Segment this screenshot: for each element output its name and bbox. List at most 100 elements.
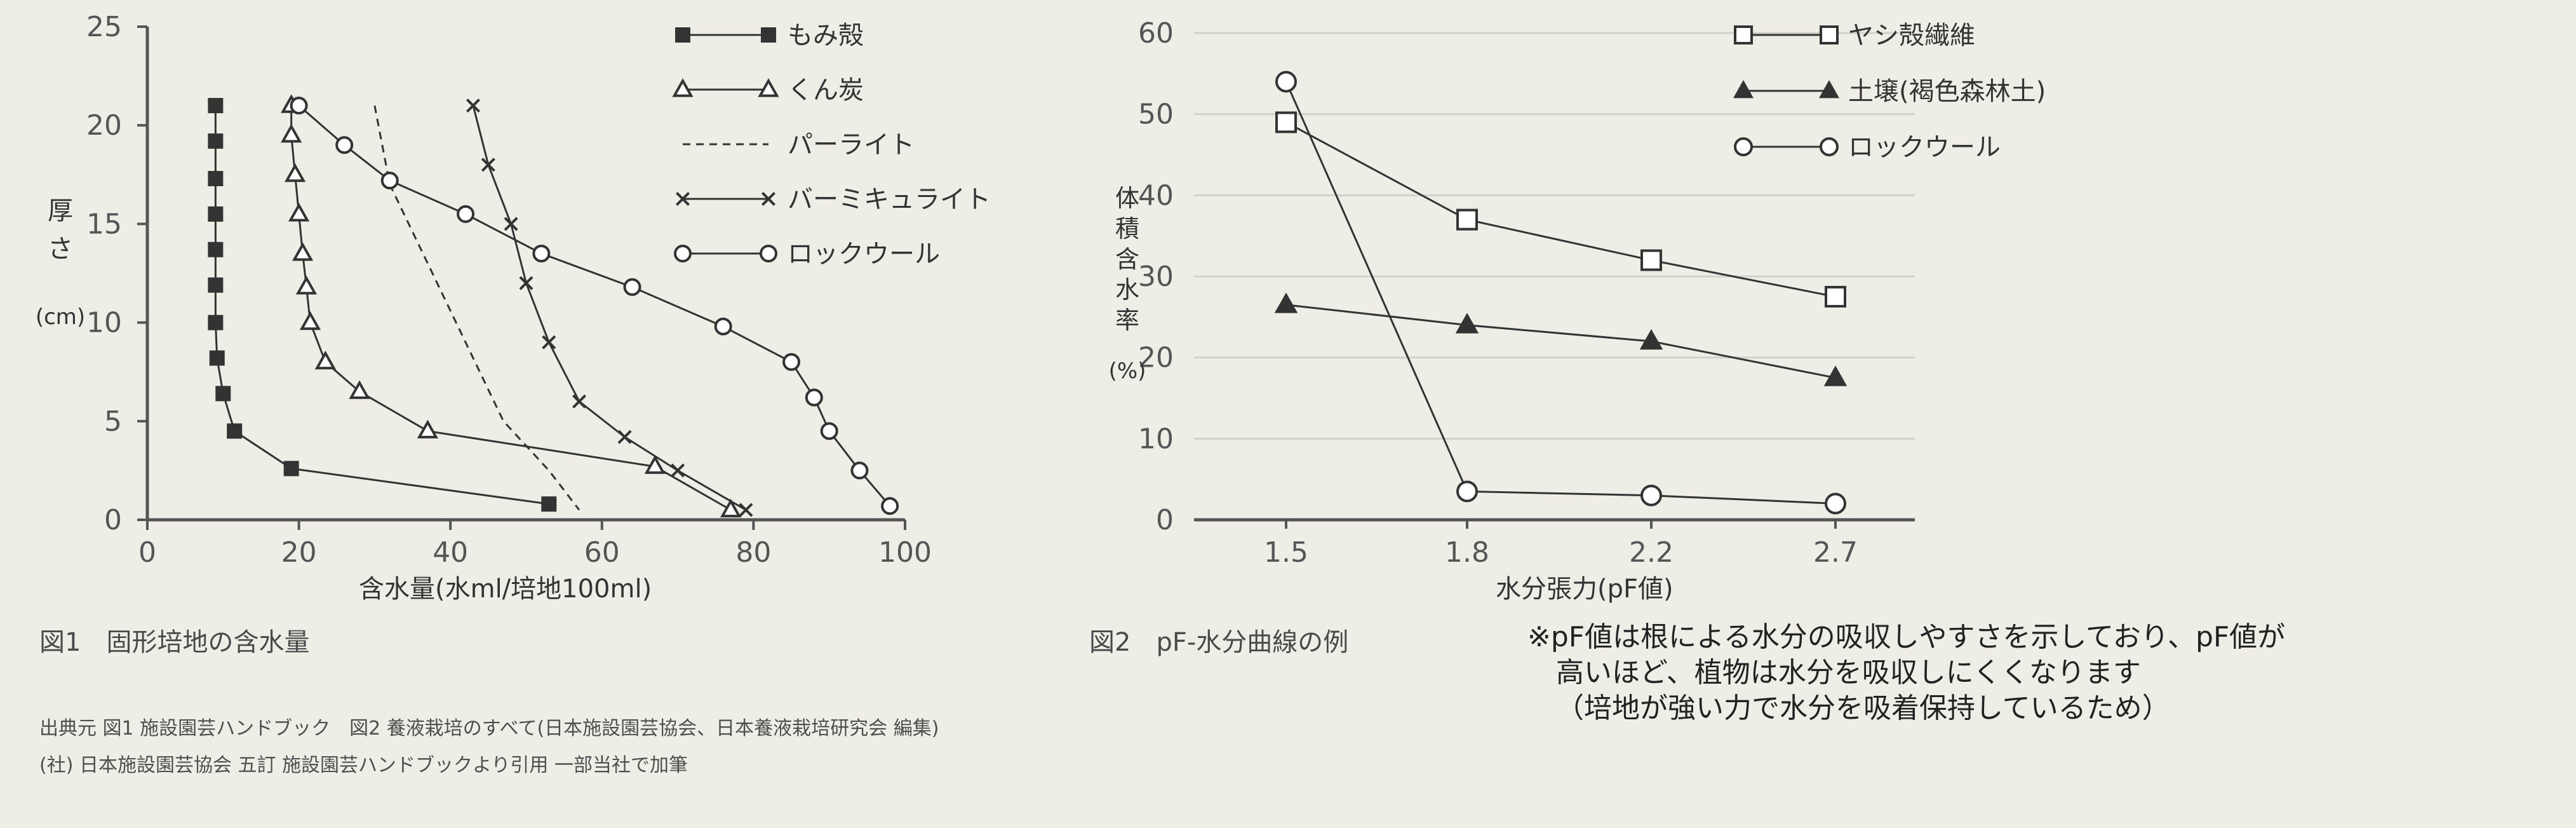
series-line xyxy=(298,105,891,507)
pf-note-line: （培地が強い力で水分を吸着保持しているため） xyxy=(1556,692,2170,724)
legend-label: ロックウール xyxy=(1848,133,2001,162)
x-tick-label: 100 xyxy=(878,536,932,569)
data-point xyxy=(295,275,318,295)
data-point xyxy=(881,497,899,515)
series-line xyxy=(1285,121,1836,298)
series-3 xyxy=(1275,71,1846,515)
data-point xyxy=(782,353,801,371)
data-point xyxy=(504,217,518,231)
figure2-caption: 図2 pF-水分曲線の例 xyxy=(1089,628,1349,657)
legend-marker xyxy=(1734,137,1753,156)
data-point xyxy=(671,463,685,478)
x-axis-label: 水分張力(pF値) xyxy=(1496,574,1674,604)
legend-marker xyxy=(1733,80,1754,98)
y-tick-label: 60 xyxy=(1138,17,1174,50)
y-tick-label: 40 xyxy=(1138,179,1174,212)
legend-label: パーライト xyxy=(788,130,915,159)
data-point xyxy=(850,461,869,480)
data-point xyxy=(457,205,475,223)
x-tick-label: 2.2 xyxy=(1629,536,1674,569)
legend-marker xyxy=(1820,25,1839,44)
data-point xyxy=(299,311,321,330)
data-point xyxy=(1640,484,1662,506)
x-axis-label: 含水量(水ml/培地100ml) xyxy=(359,574,652,604)
data-point xyxy=(466,98,481,113)
data-point xyxy=(335,136,354,154)
x-tick-label: 40 xyxy=(433,536,468,569)
data-point xyxy=(519,276,533,290)
data-point xyxy=(1456,480,1478,503)
data-point xyxy=(481,158,495,172)
legend-marker xyxy=(675,191,690,207)
legend-marker xyxy=(674,245,692,262)
pf-note-line: 高いほど、植物は水分を吸収しにくくなります xyxy=(1556,656,2141,689)
data-point xyxy=(349,380,370,399)
data-point xyxy=(281,123,302,143)
series-5 xyxy=(290,97,899,515)
data-point xyxy=(417,419,439,438)
y-tick-label: 0 xyxy=(1156,504,1174,536)
data-point xyxy=(820,422,838,440)
series-2 xyxy=(1274,292,1848,386)
data-point xyxy=(283,461,299,477)
source-line: (社) 日本施設園芸協会 五訂 施設園芸ハンドブックより引用 一部当社で加筆 xyxy=(39,754,688,777)
figure1-caption: 図1 固形培地の含水量 xyxy=(39,628,310,657)
y-axis-label: 厚さ(cm) xyxy=(36,196,85,330)
x-tick-label: 80 xyxy=(735,536,771,569)
data-point xyxy=(314,350,336,370)
x-tick-label: 20 xyxy=(281,536,317,569)
series-4 xyxy=(466,98,753,517)
pf-note-line: ※pF値は根による水分の吸収しやすさを示しており、pF値が xyxy=(1527,621,2286,653)
x-tick-label: 1.5 xyxy=(1264,536,1308,569)
data-point xyxy=(1825,492,1846,515)
legend-label: 土壌(褐色森林土) xyxy=(1848,77,2046,106)
data-point xyxy=(290,97,308,115)
legend-marker xyxy=(1820,137,1839,156)
legend-marker xyxy=(675,27,690,43)
legend-label: ヤシ殻繊維 xyxy=(1848,21,1975,50)
x-tick-label: 0 xyxy=(138,536,156,569)
legend-marker xyxy=(1818,80,1840,98)
source-line: 出典元 図1 施設園芸ハンドブック 図2 養液栽培のすべて(日本施設園芸協会、日… xyxy=(39,717,939,740)
data-point xyxy=(208,171,224,187)
data-point xyxy=(805,388,823,407)
y-tick-label: 15 xyxy=(86,208,122,240)
data-point xyxy=(1823,365,1848,386)
legend-label: バーミキュライト xyxy=(788,185,991,214)
data-point xyxy=(208,98,224,114)
legend-label: ロックウール xyxy=(788,240,940,269)
legend-label: くん炭 xyxy=(788,76,864,105)
y-tick-label: 0 xyxy=(104,504,122,536)
x-tick-label: 60 xyxy=(584,536,620,569)
legend-marker xyxy=(1734,25,1753,44)
data-point xyxy=(208,206,224,222)
y-tick-label: 50 xyxy=(1138,98,1174,131)
y-tick-label: 20 xyxy=(86,109,122,142)
series-1 xyxy=(1275,111,1846,308)
x-tick-label: 2.7 xyxy=(1813,536,1858,569)
data-point xyxy=(208,315,224,330)
legend-marker xyxy=(761,191,776,207)
data-point xyxy=(215,386,231,402)
y-tick-label: 10 xyxy=(1138,423,1174,455)
data-point xyxy=(572,394,587,409)
chart-solid-media-water-content: 0 5 10 15 20 25 0 20 40 60 80 100 もみ殻くん炭パーライトバーミキュライ… xyxy=(36,11,991,604)
data-point xyxy=(617,430,632,444)
legend-label: もみ殻 xyxy=(788,21,864,50)
series-line xyxy=(1285,81,1836,505)
data-point xyxy=(1640,249,1662,271)
data-point xyxy=(542,335,556,350)
data-point xyxy=(1274,292,1298,313)
series-2 xyxy=(281,94,742,518)
data-point xyxy=(644,455,666,474)
data-point xyxy=(209,350,225,366)
data-point xyxy=(1456,208,1478,231)
data-point xyxy=(208,133,224,149)
y-tick-label: 25 xyxy=(86,11,122,43)
legend-marker xyxy=(760,245,777,262)
data-point xyxy=(1275,111,1297,133)
series-1 xyxy=(208,98,557,512)
series-line xyxy=(290,105,732,511)
data-point xyxy=(1639,329,1663,350)
